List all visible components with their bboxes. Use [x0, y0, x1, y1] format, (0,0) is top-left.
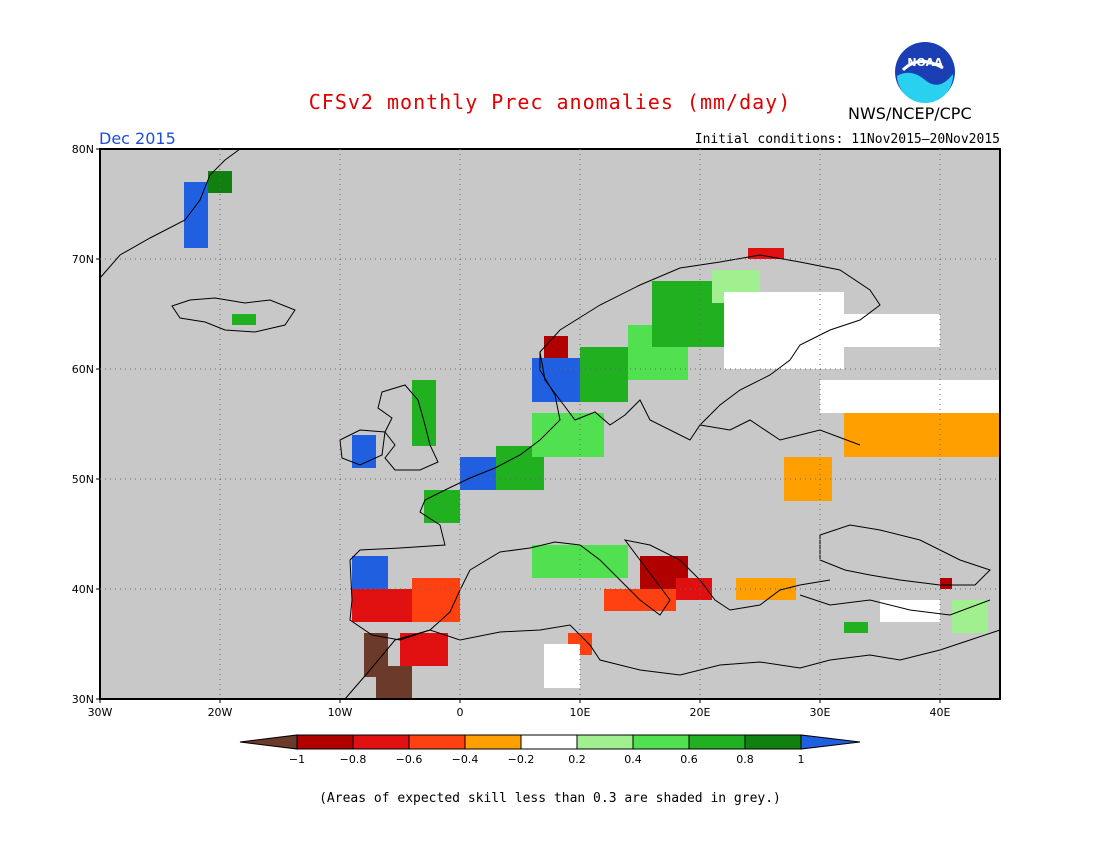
- colorbar-tick-label: −1: [289, 753, 305, 766]
- anomaly-cell: [880, 600, 940, 622]
- lat-label: 30N: [72, 693, 94, 706]
- colorbar-segment: [296, 734, 354, 750]
- lon-label: 30E: [810, 706, 831, 719]
- colorbar-segment: [352, 734, 410, 750]
- noaa-logo-icon: NOAA: [895, 42, 955, 104]
- colorbar-tick-label: 1: [798, 753, 805, 766]
- lat-label: 50N: [72, 473, 94, 486]
- colorbar-segment: [632, 734, 690, 750]
- colorbar-tick-label: 0.2: [568, 753, 586, 766]
- graticule: [100, 149, 1000, 699]
- anomaly-cell: [952, 600, 988, 633]
- colorbar-segment: [576, 734, 634, 750]
- map-frame: [99, 148, 1001, 700]
- anomaly-cell: [352, 435, 376, 468]
- anomaly-cell: [400, 633, 448, 666]
- anomaly-cell: [424, 490, 460, 523]
- lon-label: 0: [457, 706, 464, 719]
- chart-title: CFSv2 monthly Prec anomalies (mm/day): [308, 90, 792, 114]
- logo-text: NOAA: [907, 56, 943, 69]
- colorbar-arrow-right: [800, 734, 861, 750]
- lat-label: 70N: [72, 253, 94, 266]
- anomaly-cell: [532, 413, 604, 457]
- anomaly-cell: [352, 556, 388, 589]
- lon-label: 20W: [208, 706, 233, 719]
- lon-label: 10W: [328, 706, 353, 719]
- anomaly-cell: [940, 578, 952, 589]
- lon-label: 10E: [570, 706, 591, 719]
- anomaly-cell: [352, 589, 412, 622]
- anomaly-cell: [376, 666, 412, 699]
- anomaly-cell: [844, 622, 868, 633]
- initial-conditions: Initial conditions: 11Nov2015–20Nov2015: [694, 132, 1000, 147]
- colorbar-tick-label: −0.8: [340, 753, 367, 766]
- colorbar-tick-label: 0.8: [736, 753, 754, 766]
- colorbar: −1 −0.8 −0.6 −0.4 −0.2 0.2 0.4 0.6 0.8 1: [239, 734, 861, 766]
- anomaly-cell: [724, 292, 844, 369]
- lat-label: 60N: [72, 363, 94, 376]
- anomaly-cell: [784, 457, 832, 501]
- colorbar-tick-label: −0.4: [452, 753, 479, 766]
- coastlines: [99, 148, 1001, 700]
- colorbar-arrow-left: [239, 734, 298, 750]
- anomaly-cell: [412, 380, 436, 446]
- agency-label: NWS/NCEP/CPC: [848, 104, 972, 123]
- anomaly-cell: [544, 644, 580, 688]
- anomaly-cell: [580, 347, 628, 402]
- anomaly-cell: [748, 248, 784, 259]
- lat-label: 40N: [72, 583, 94, 596]
- anomaly-cell: [184, 182, 208, 248]
- anomaly-cell: [232, 314, 256, 325]
- longitude-labels: 30W 20W 10W 0 10E 20E 30E 40E: [88, 699, 951, 719]
- anomaly-cell: [844, 314, 940, 347]
- lat-label: 80N: [72, 143, 94, 156]
- anomaly-cell: [844, 413, 1000, 457]
- colorbar-tick-label: −0.2: [508, 753, 535, 766]
- lon-label: 30W: [88, 706, 113, 719]
- month-label: Dec 2015: [99, 129, 176, 148]
- colorbar-segment: [520, 734, 578, 750]
- latitude-labels: 30N 40N 50N 60N 70N 80N: [72, 143, 100, 706]
- footnote: (Areas of expected skill less than 0.3 a…: [319, 791, 781, 806]
- colorbar-segment: [408, 734, 466, 750]
- anomaly-cell: [544, 336, 568, 358]
- colorbar-segment: [464, 734, 522, 750]
- anomaly-cell: [460, 457, 496, 490]
- colorbar-segment: [688, 734, 746, 750]
- anomaly-cell: [412, 578, 460, 622]
- anomaly-cell: [820, 380, 1000, 413]
- lon-label: 40E: [930, 706, 951, 719]
- lon-label: 20E: [690, 706, 711, 719]
- anomaly-cell: [208, 171, 232, 193]
- colorbar-segment: [744, 734, 802, 750]
- colorbar-tick-label: −0.6: [396, 753, 423, 766]
- anomaly-layer: [184, 171, 1000, 699]
- colorbar-tick-label: 0.4: [624, 753, 642, 766]
- colorbar-tick-label: 0.6: [680, 753, 698, 766]
